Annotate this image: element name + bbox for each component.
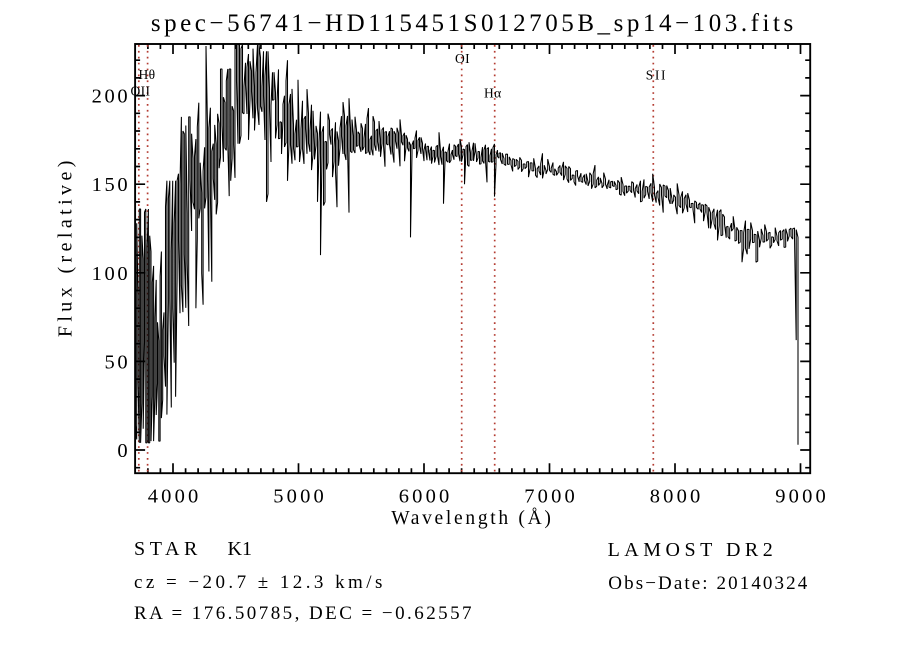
svg-text:cz = −20.7 ± 12.3 km/s: cz = −20.7 ± 12.3 km/s [134,572,386,593]
svg-text:100: 100 [92,263,131,285]
svg-text:0: 0 [117,440,130,462]
svg-text:7000: 7000 [524,486,578,508]
svg-text:STAR: STAR [134,538,202,560]
svg-text:Hθ: Hθ [139,67,156,82]
svg-text:5000: 5000 [273,486,327,508]
svg-text:Obs−Date: 20140324: Obs−Date: 20140324 [608,573,809,594]
svg-text:SII: SII [646,68,667,83]
svg-text:200: 200 [92,86,131,108]
svg-text:4000: 4000 [148,486,202,508]
svg-text:Wavelength (Å): Wavelength (Å) [391,508,553,529]
svg-text:Hα: Hα [484,86,502,101]
svg-text:50: 50 [104,351,130,373]
svg-text:OI: OI [455,51,470,66]
svg-text:OII: OII [131,83,151,98]
svg-text:LAMOST DR2: LAMOST DR2 [608,539,778,561]
svg-text:8000: 8000 [650,486,704,508]
svg-text:K1: K1 [228,538,252,560]
svg-text:9000: 9000 [775,486,829,508]
svg-text:Flux (relative): Flux (relative) [55,156,77,337]
svg-text:6000: 6000 [399,486,453,508]
svg-text:150: 150 [92,174,131,196]
svg-text:RA = 176.50785, DEC = −0.6255: RA = 176.50785, DEC = −0.62557 [134,603,474,624]
svg-text:spec−56741−HD115451S012705B_sp: spec−56741−HD115451S012705B_sp14−103.fit… [151,10,797,37]
